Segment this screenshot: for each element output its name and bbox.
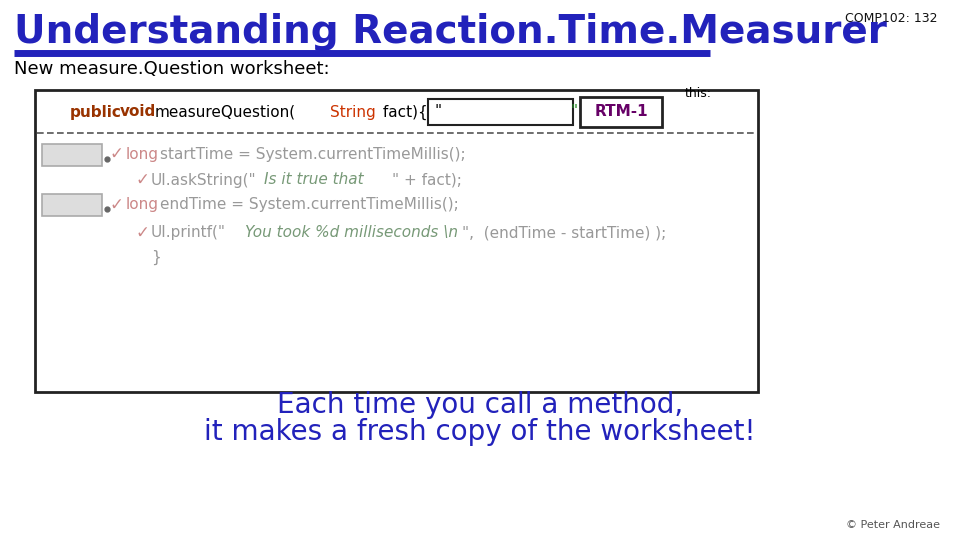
Text: RTM-1: RTM-1 xyxy=(594,105,648,119)
Text: " + fact);: " + fact); xyxy=(392,172,462,187)
Text: String: String xyxy=(330,105,375,119)
Text: ✓: ✓ xyxy=(110,145,124,163)
FancyBboxPatch shape xyxy=(35,90,758,392)
Text: Understanding Reaction.Time.Measurer: Understanding Reaction.Time.Measurer xyxy=(14,13,887,51)
Text: }: } xyxy=(151,249,160,265)
FancyBboxPatch shape xyxy=(580,97,662,127)
Text: ✓: ✓ xyxy=(135,224,149,242)
Text: ✓: ✓ xyxy=(110,196,124,214)
Text: ": " xyxy=(434,105,444,119)
Text: Is it true that: Is it true that xyxy=(264,172,369,187)
Text: long: long xyxy=(126,146,159,161)
Text: UI.printf(": UI.printf(" xyxy=(151,226,226,240)
Text: startTime = System.currentTimeMillis();: startTime = System.currentTimeMillis(); xyxy=(160,146,466,161)
Text: ": " xyxy=(570,105,579,119)
FancyBboxPatch shape xyxy=(42,194,102,216)
Text: Each time you call a method,: Each time you call a method, xyxy=(276,391,684,419)
Text: fact){: fact){ xyxy=(378,104,428,119)
Text: ✓: ✓ xyxy=(135,171,149,189)
FancyBboxPatch shape xyxy=(42,144,102,166)
Text: New measure.Question worksheet:: New measure.Question worksheet: xyxy=(14,60,329,78)
Text: You took %d milliseconds \n: You took %d milliseconds \n xyxy=(245,226,458,240)
Text: © Peter Andreae: © Peter Andreae xyxy=(846,520,940,530)
Text: this:: this: xyxy=(685,87,712,100)
Text: public: public xyxy=(70,105,122,119)
Text: measureQuestion(: measureQuestion( xyxy=(155,105,296,119)
Text: endTime = System.currentTimeMillis();: endTime = System.currentTimeMillis(); xyxy=(160,198,459,213)
Text: long: long xyxy=(126,198,159,213)
Text: UI.askString(": UI.askString(" xyxy=(151,172,256,187)
Text: it makes a fresh copy of the worksheet!: it makes a fresh copy of the worksheet! xyxy=(204,418,756,446)
Text: COMP102: 132: COMP102: 132 xyxy=(845,12,938,25)
Text: void: void xyxy=(120,105,156,119)
Text: ",  (endTime - startTime) );: ", (endTime - startTime) ); xyxy=(462,226,666,240)
FancyBboxPatch shape xyxy=(428,99,573,125)
